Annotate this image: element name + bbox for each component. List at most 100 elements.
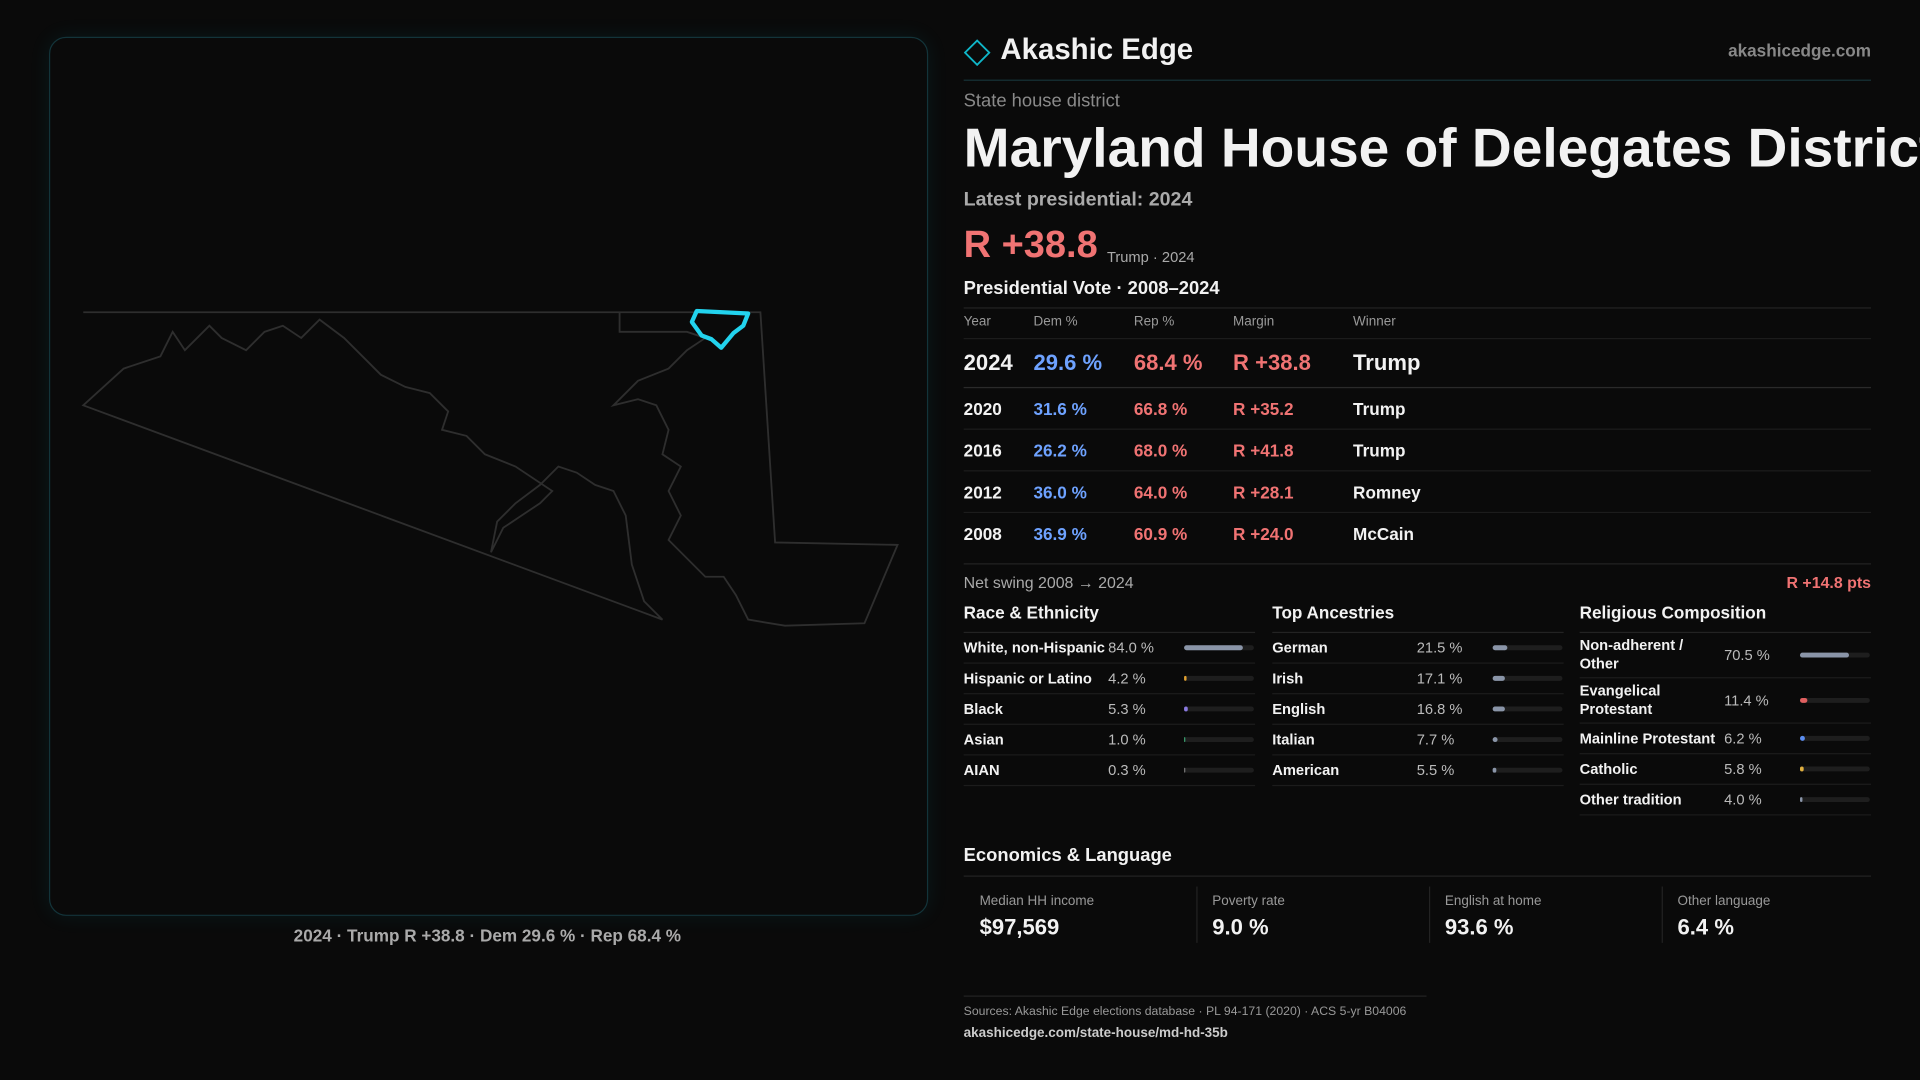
- vote-cell: R +41.8: [1233, 440, 1294, 461]
- vote-cell: R +35.2: [1233, 399, 1294, 419]
- vote-cell: 2012: [963, 482, 1002, 503]
- stat-name: Mainline Protestant: [1579, 729, 1716, 747]
- district-title: Maryland House of Delegates District 35B: [963, 116, 1920, 179]
- stat-row: Other tradition 4.0 %: [1579, 785, 1872, 816]
- card-label: English at home: [1444, 893, 1542, 909]
- stat-value: 70.5 %: [1724, 646, 1770, 664]
- stat-row: American 5.5 %: [1272, 756, 1564, 787]
- stat-name: Black: [963, 699, 1003, 717]
- bar-track: [1492, 706, 1563, 712]
- card-value: 6.4 %: [1677, 914, 1734, 940]
- district-kind: State house district: [963, 90, 1120, 112]
- stat-name: English: [1272, 699, 1326, 717]
- swing-label: Net swing 2008 → 2024: [963, 573, 1134, 592]
- divider: [963, 307, 1872, 309]
- vote-cell: 60.9 %: [1133, 524, 1188, 544]
- stat-row: Mainline Protestant 6.2 %: [1579, 724, 1872, 755]
- divider: [963, 563, 1872, 565]
- vote-cell: 64.0 %: [1133, 482, 1188, 503]
- stat-value: 11.4 %: [1724, 691, 1769, 709]
- stat-row: German 21.5 %: [1272, 633, 1564, 664]
- vote-cell: 2016: [963, 440, 1002, 461]
- margin: R +38.8: [963, 222, 1098, 266]
- econ-card: English at home 93.6 %: [1428, 886, 1663, 943]
- vote-cell: Romney: [1353, 482, 1421, 503]
- stat-value: 4.2 %: [1108, 669, 1146, 687]
- bar: [1492, 767, 1497, 773]
- stat-name: Hispanic or Latino: [963, 669, 1092, 687]
- vote-cell: R +28.1: [1233, 482, 1294, 503]
- bar-track: [1800, 797, 1870, 803]
- stat-value: 7.7 %: [1416, 731, 1455, 749]
- stat-name: Irish: [1272, 669, 1304, 687]
- bar-track: [1184, 737, 1254, 743]
- bar-track: [1800, 735, 1870, 741]
- stat-name: Catholic: [1579, 759, 1638, 777]
- stat-value: 0.3 %: [1108, 761, 1146, 779]
- vote-cell: Trump: [1353, 399, 1406, 419]
- stat-name: American: [1272, 761, 1340, 779]
- row-divider: [963, 511, 1872, 514]
- vote-cell: R +24.0: [1233, 524, 1294, 544]
- row-divider: [963, 428, 1872, 430]
- swing-value: R +14.8 pts: [1786, 573, 1872, 592]
- column-header: Winner: [1353, 314, 1396, 330]
- vote-cell: 2020: [963, 399, 1002, 419]
- row-divider: [963, 337, 1872, 340]
- stat-row: Asian 1.0 %: [963, 725, 1256, 756]
- bar-track: [1492, 767, 1563, 773]
- stat-row: Non-adherent / Other 70.5 %: [1579, 633, 1872, 679]
- bar-track: [1184, 675, 1254, 681]
- econ-card: Other language 6.4 %: [1661, 886, 1896, 943]
- column-header: Rep %: [1133, 314, 1175, 330]
- brand-icon: [963, 39, 991, 67]
- race-section: Race & Ethnicity White, non-Hispanic 84.0 …: [963, 602, 1256, 787]
- stat-value: 4.0 %: [1724, 791, 1762, 809]
- column-header: Dem %: [1033, 314, 1078, 330]
- bar: [1184, 675, 1188, 681]
- brand: Akashic Edge: [1000, 33, 1194, 67]
- stat-row: English 16.8 %: [1272, 694, 1564, 725]
- stat-value: 17.1 %: [1416, 669, 1463, 687]
- vote-cell: 36.9 %: [1033, 524, 1087, 544]
- econ-card: Poverty rate 9.0 %: [1196, 886, 1430, 943]
- vote-cell: Trump: [1353, 440, 1406, 461]
- row-divider: [963, 470, 1872, 472]
- vote-cell: 31.6 %: [1033, 399, 1087, 419]
- stat-value: 84.0 %: [1108, 639, 1154, 657]
- stat-value: 5.8 %: [1724, 760, 1762, 778]
- stat-row: Evangelical Protestant 11.4 %: [1579, 678, 1872, 724]
- stat-value: 1.0 %: [1108, 731, 1146, 749]
- stat-row: Irish 17.1 %: [1272, 664, 1564, 695]
- vote-cell: 2024: [963, 350, 1013, 375]
- bar: [1492, 645, 1508, 651]
- bar: [1800, 652, 1850, 658]
- vote-cell: 29.6 %: [1033, 350, 1103, 375]
- column-header: Margin: [1233, 314, 1275, 330]
- district-highlight: [689, 308, 751, 350]
- bar: [1800, 735, 1805, 741]
- bar-track: [1492, 737, 1563, 743]
- latest: Latest presidential: 2024: [963, 189, 1193, 211]
- stat-name: Other tradition: [1579, 790, 1682, 808]
- column-header: Year: [963, 314, 991, 330]
- url: akashicedge.com/state-house/md-hd-35b: [963, 1026, 1228, 1041]
- bar: [1184, 645, 1243, 651]
- divider: [963, 79, 1872, 81]
- section-title: Race & Ethnicity: [963, 602, 1256, 634]
- econ-title: Economics & Language: [963, 844, 1172, 866]
- bar-track: [1184, 767, 1254, 773]
- stat-value: 5.3 %: [1108, 700, 1146, 718]
- bar-track: [1184, 645, 1254, 651]
- card-label: Median HH income: [979, 893, 1095, 909]
- bar: [1800, 766, 1805, 772]
- bar: [1492, 675, 1505, 681]
- card-value: 93.6 %: [1444, 914, 1514, 940]
- religion-section: Religious Composition Non-adherent / Othe…: [1579, 602, 1872, 816]
- row-divider: [963, 386, 1872, 389]
- stat-row: Italian 7.7 %: [1272, 725, 1564, 756]
- map-panel: [48, 36, 929, 916]
- bar: [1800, 697, 1808, 703]
